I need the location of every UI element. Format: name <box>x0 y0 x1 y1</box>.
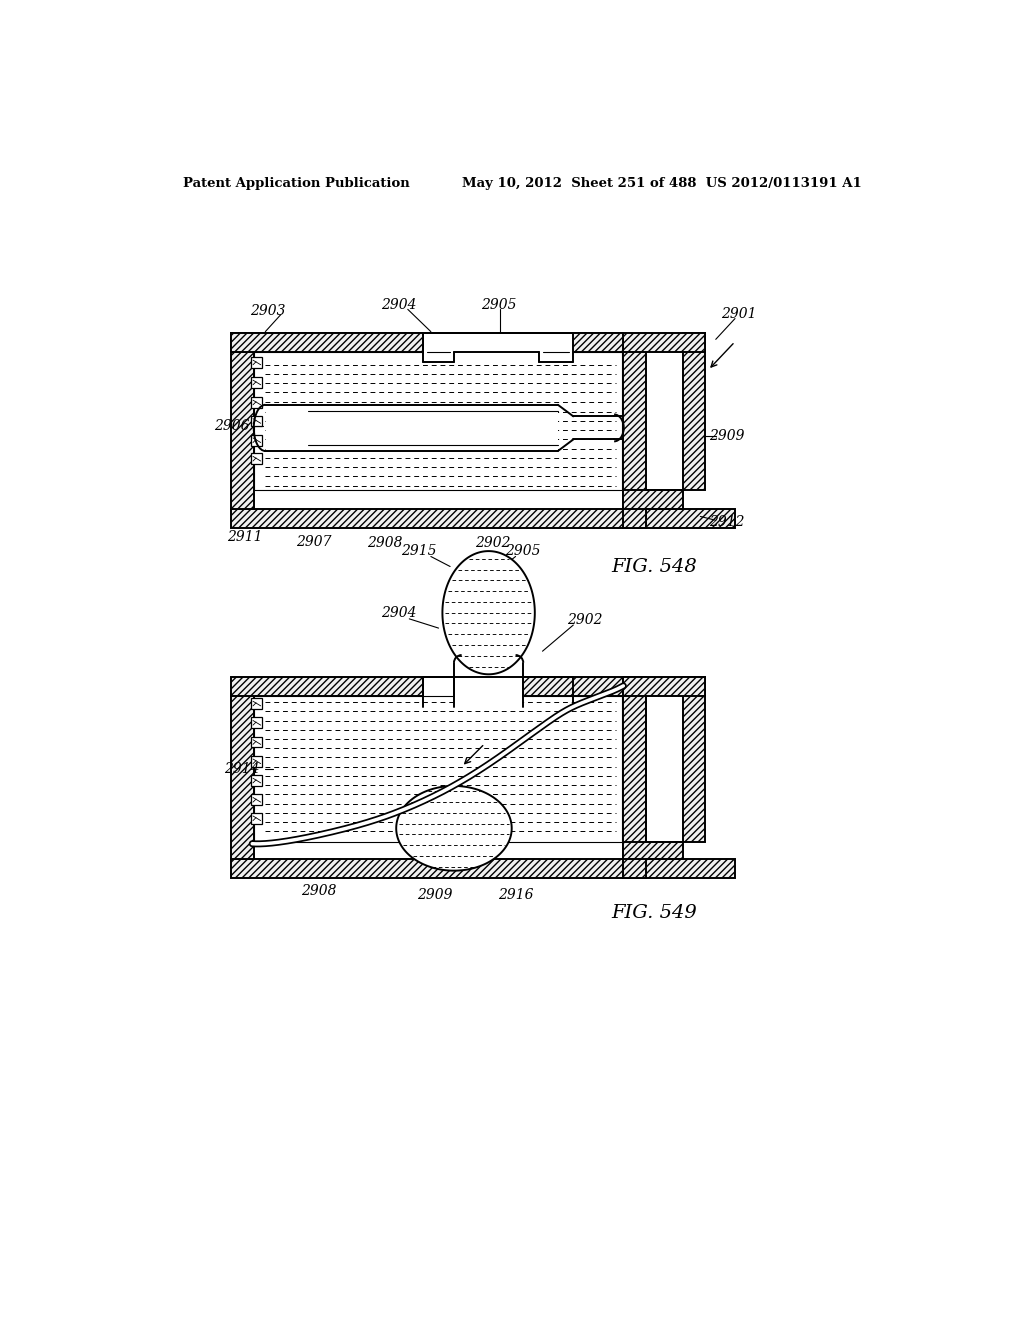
Bar <box>252 397 262 408</box>
Bar <box>252 756 262 767</box>
Text: May 10, 2012  Sheet 251 of 488  US 2012/0113191 A1: May 10, 2012 Sheet 251 of 488 US 2012/01… <box>462 177 861 190</box>
Bar <box>624 335 646 528</box>
Bar <box>230 333 423 352</box>
Text: 2915: 2915 <box>401 544 437 558</box>
Text: 2904: 2904 <box>381 298 417 312</box>
Bar <box>254 333 423 352</box>
Bar <box>455 677 522 706</box>
Text: 2902: 2902 <box>475 536 510 550</box>
Bar <box>624 677 705 696</box>
Text: FIG. 549: FIG. 549 <box>611 904 697 921</box>
Bar <box>252 358 262 368</box>
Bar <box>230 508 735 528</box>
Bar <box>254 352 622 490</box>
Bar <box>683 333 705 490</box>
Bar <box>252 698 262 709</box>
Text: 2907: 2907 <box>296 535 332 549</box>
Bar <box>266 405 558 450</box>
Polygon shape <box>396 785 512 871</box>
Text: 2909: 2909 <box>417 888 453 903</box>
Bar <box>254 696 622 842</box>
Bar <box>252 378 262 388</box>
Text: 2914: 2914 <box>224 762 260 776</box>
Bar <box>683 677 705 842</box>
Bar <box>252 416 262 426</box>
Bar <box>624 677 646 878</box>
Bar <box>252 453 262 465</box>
Bar <box>252 718 262 729</box>
Text: 2904: 2904 <box>381 606 417 619</box>
Text: 2905: 2905 <box>506 544 541 558</box>
Bar <box>252 775 262 785</box>
Text: 2912: 2912 <box>710 515 745 529</box>
Text: 2909: 2909 <box>710 429 745 442</box>
Text: 2906: 2906 <box>214 420 250 433</box>
Text: 2911: 2911 <box>226 531 262 544</box>
Bar <box>230 351 254 508</box>
Bar <box>523 677 624 696</box>
Text: 2903: 2903 <box>250 304 286 318</box>
Bar <box>624 490 683 508</box>
Bar <box>539 333 624 352</box>
Bar <box>424 334 572 362</box>
Bar <box>252 813 262 824</box>
Bar <box>624 333 705 352</box>
Bar <box>423 333 624 352</box>
Bar <box>230 859 735 878</box>
Bar <box>624 842 683 859</box>
Text: 2902: 2902 <box>567 614 602 627</box>
Text: 2916: 2916 <box>498 888 534 903</box>
Text: 2908: 2908 <box>367 536 402 550</box>
Text: 2905: 2905 <box>481 298 516 312</box>
Text: Patent Application Publication: Patent Application Publication <box>183 177 410 190</box>
Text: 2908: 2908 <box>301 884 337 899</box>
Polygon shape <box>442 552 535 675</box>
Bar <box>252 795 262 805</box>
Text: 2901: 2901 <box>721 308 757 321</box>
Bar <box>230 677 423 696</box>
Bar <box>252 737 262 747</box>
Bar <box>230 333 423 352</box>
Bar <box>230 693 254 859</box>
Text: FIG. 548: FIG. 548 <box>611 557 697 576</box>
Bar <box>252 434 262 446</box>
